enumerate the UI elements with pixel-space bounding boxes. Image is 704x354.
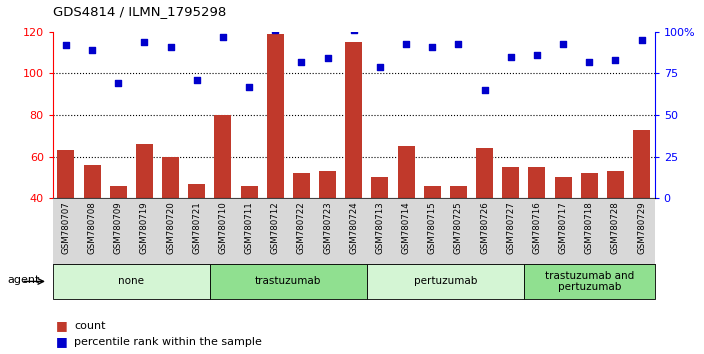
Point: [401, 41, 412, 46]
Bar: [58, 150, 75, 198]
Bar: [607, 171, 624, 198]
Text: GSM780716: GSM780716: [532, 201, 541, 254]
Point: [165, 44, 176, 50]
Point: [139, 39, 150, 45]
Text: GSM780728: GSM780728: [611, 201, 620, 254]
Text: agent: agent: [7, 275, 39, 285]
Bar: [293, 173, 310, 198]
Bar: [450, 186, 467, 198]
Point: [270, 27, 281, 33]
Bar: [424, 186, 441, 198]
Bar: [267, 34, 284, 198]
Text: GSM780717: GSM780717: [558, 201, 567, 254]
Point: [191, 77, 202, 83]
Text: GSM780708: GSM780708: [87, 201, 96, 254]
Bar: [372, 177, 389, 198]
Text: GSM780718: GSM780718: [585, 201, 593, 254]
Text: GSM780715: GSM780715: [428, 201, 436, 254]
Bar: [502, 167, 520, 198]
Point: [636, 37, 647, 43]
Bar: [581, 173, 598, 198]
Point: [296, 59, 307, 65]
Bar: [136, 144, 153, 198]
Text: ■: ■: [56, 335, 68, 348]
Text: GSM780725: GSM780725: [454, 201, 463, 254]
Point: [348, 27, 359, 33]
Text: GDS4814 / ILMN_1795298: GDS4814 / ILMN_1795298: [53, 5, 226, 18]
Bar: [529, 167, 546, 198]
Point: [505, 54, 517, 59]
Point: [322, 56, 333, 61]
Text: GSM780711: GSM780711: [244, 201, 253, 254]
Bar: [110, 186, 127, 198]
Text: ■: ■: [56, 319, 68, 332]
Point: [244, 84, 255, 90]
Text: percentile rank within the sample: percentile rank within the sample: [74, 337, 262, 347]
Text: GSM780720: GSM780720: [166, 201, 175, 254]
Bar: [345, 42, 363, 198]
Bar: [633, 130, 650, 198]
Bar: [476, 148, 493, 198]
Point: [218, 34, 229, 40]
Text: GSM780709: GSM780709: [114, 201, 122, 254]
Point: [532, 52, 543, 58]
Point: [610, 57, 621, 63]
Bar: [241, 186, 258, 198]
Text: GSM780727: GSM780727: [506, 201, 515, 254]
Point: [113, 81, 124, 86]
Text: count: count: [74, 321, 106, 331]
Text: GSM780713: GSM780713: [375, 201, 384, 254]
Text: trastuzumab and
pertuzumab: trastuzumab and pertuzumab: [545, 270, 634, 292]
Text: pertuzumab: pertuzumab: [414, 276, 477, 286]
Point: [558, 41, 569, 46]
Text: GSM780710: GSM780710: [218, 201, 227, 254]
Bar: [84, 165, 101, 198]
Point: [427, 44, 438, 50]
Text: trastuzumab: trastuzumab: [255, 276, 322, 286]
Point: [375, 64, 386, 70]
Point: [61, 42, 72, 48]
Point: [584, 59, 595, 65]
Text: GSM780712: GSM780712: [271, 201, 279, 254]
Text: GSM780721: GSM780721: [192, 201, 201, 254]
Text: GSM780722: GSM780722: [297, 201, 306, 254]
Bar: [555, 177, 572, 198]
Bar: [162, 156, 179, 198]
Text: none: none: [118, 276, 144, 286]
Text: GSM780724: GSM780724: [349, 201, 358, 254]
Bar: [188, 184, 206, 198]
Text: GSM780726: GSM780726: [480, 201, 489, 254]
Text: GSM780714: GSM780714: [401, 201, 410, 254]
Point: [479, 87, 490, 93]
Bar: [319, 171, 336, 198]
Text: GSM780719: GSM780719: [140, 201, 149, 254]
Text: GSM780707: GSM780707: [61, 201, 70, 254]
Bar: [215, 115, 232, 198]
Text: GSM780729: GSM780729: [637, 201, 646, 254]
Bar: [398, 146, 415, 198]
Point: [453, 41, 464, 46]
Text: GSM780723: GSM780723: [323, 201, 332, 254]
Point: [87, 47, 98, 53]
